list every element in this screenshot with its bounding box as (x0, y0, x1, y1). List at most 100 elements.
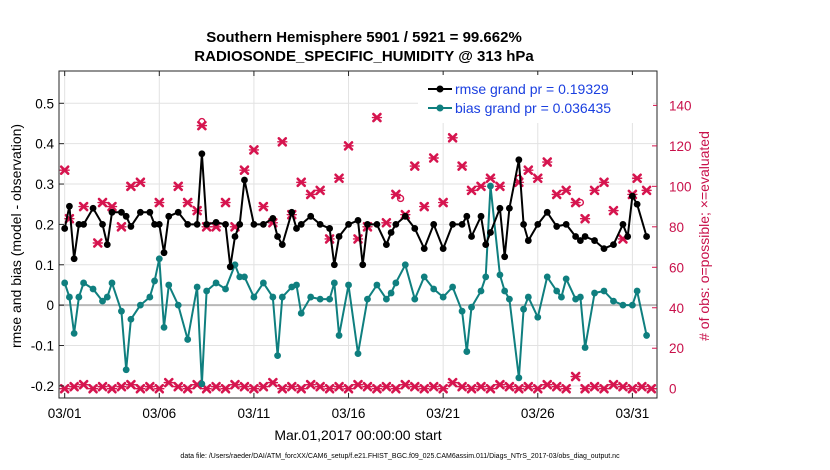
bias-point (61, 279, 69, 287)
bias-point (160, 323, 168, 331)
bias-point (75, 293, 83, 301)
rmse-point (122, 212, 130, 220)
bias-point (151, 277, 158, 285)
rmse-point (236, 221, 244, 228)
obs-evaluated-marker (494, 181, 506, 192)
grid-layer (59, 71, 657, 398)
rmse-point (619, 221, 627, 228)
bias-point (633, 287, 641, 295)
rmse-point (151, 221, 158, 228)
bias-point (505, 295, 513, 303)
bias-point (482, 273, 490, 281)
rmse-point (520, 221, 527, 228)
rmse-point (562, 221, 570, 228)
bias-point (501, 287, 509, 295)
legend-rmse-marker (436, 85, 444, 93)
obs-evaluated-marker (87, 383, 99, 394)
bias-point (165, 281, 173, 289)
bias-point (70, 330, 78, 337)
obs-evaluated-marker (532, 383, 543, 394)
obs-evaluated-marker (579, 213, 591, 224)
rmse-point (198, 150, 206, 158)
obs-evaluated-marker (210, 381, 222, 392)
bias-point (193, 283, 201, 291)
obs-evaluated-marker (598, 383, 610, 394)
rmse-point (165, 212, 173, 220)
y-left-tick-label: 0.1 (35, 258, 54, 273)
obs-evaluated-marker (106, 201, 118, 212)
bias-point (103, 293, 111, 301)
y-left-tick-label: 0.4 (35, 137, 54, 152)
y-left-tick-label: 0.3 (35, 177, 54, 192)
bias-point (354, 350, 362, 357)
obs-evaluated-marker (277, 383, 288, 394)
rmse-point (330, 261, 338, 269)
bias-point (146, 293, 154, 301)
obs-evaluated-marker (636, 381, 648, 392)
series-layer (59, 108, 657, 394)
bias-point (477, 287, 485, 295)
bias-point (364, 295, 371, 303)
rmse-point (226, 263, 234, 271)
obs-evaluated-marker (504, 381, 515, 392)
obs-evaluated-marker (532, 173, 543, 184)
obs-evaluated-marker (352, 379, 364, 390)
bias-point (127, 315, 135, 323)
bias-point (558, 293, 565, 301)
bias-point (293, 281, 300, 289)
rmse-point (89, 204, 97, 212)
rmse-point (401, 212, 409, 220)
obs-evaluated-marker (220, 197, 231, 208)
rmse-point (576, 237, 584, 244)
bias-point (468, 303, 475, 311)
rmse-point (624, 233, 632, 240)
obs-evaluated-marker (229, 379, 241, 390)
rmse-point (420, 245, 428, 253)
rmse-point (430, 221, 438, 228)
obs-evaluated-marker (173, 181, 184, 192)
rmse-point (553, 223, 561, 230)
rmse-point (515, 156, 523, 164)
obs-evaluated-marker (589, 185, 600, 196)
obs-evaluated-marker (59, 165, 70, 175)
y-left-tick-label: -0.2 (31, 379, 54, 394)
obs-possible-marker (198, 117, 206, 126)
obs-evaluated-marker (201, 383, 212, 394)
rmse-point (61, 225, 69, 232)
rmse-point (411, 225, 419, 232)
obs-evaluated-marker (343, 383, 354, 394)
y-left-tick-label: -0.1 (31, 339, 54, 354)
obs-evaluated-marker (106, 383, 118, 394)
y-right-tick-label: 40 (669, 301, 684, 316)
obs-evaluated-marker (135, 177, 146, 188)
bias-point (297, 309, 305, 317)
y-axis-right-label: # of obs: o=possible; ×=evaluated (696, 131, 712, 341)
obs-evaluated-marker (381, 381, 392, 392)
rmse-point (482, 241, 490, 248)
obs-evaluated-marker (333, 381, 345, 392)
rmse-point (633, 200, 641, 208)
rmse-point (610, 241, 617, 248)
rmse-point (146, 208, 154, 216)
obs-evaluated-marker (560, 185, 572, 196)
obs-evaluated-marker (277, 137, 288, 147)
bias-point (174, 301, 182, 309)
chart-title-line2: RADIOSONDE_SPECIFIC_HUMIDITY @ 313 hPa (194, 48, 534, 65)
rmse-point (359, 261, 367, 269)
rmse-point (477, 212, 485, 220)
obs-evaluated-marker (314, 381, 326, 392)
obs-evaluated-marker (135, 383, 146, 394)
bias-point (628, 301, 636, 309)
obs-evaluated-marker (116, 222, 127, 232)
rmse-point (326, 225, 334, 232)
bias-point (534, 313, 542, 321)
rmse-point (212, 218, 220, 226)
obs-evaluated-marker (305, 189, 316, 200)
obs-evaluated-marker (173, 381, 184, 392)
tick-layer: 03/01 03/06 03/11 03/16 03/21 03/26 03/31 -0.2 -… (31, 71, 692, 421)
obs-evaluated-marker (390, 383, 402, 394)
y-left-tick-label: 0.5 (35, 96, 54, 111)
bias-point (496, 271, 504, 279)
obs-evaluated-marker (296, 177, 307, 188)
bias-point (212, 279, 220, 287)
